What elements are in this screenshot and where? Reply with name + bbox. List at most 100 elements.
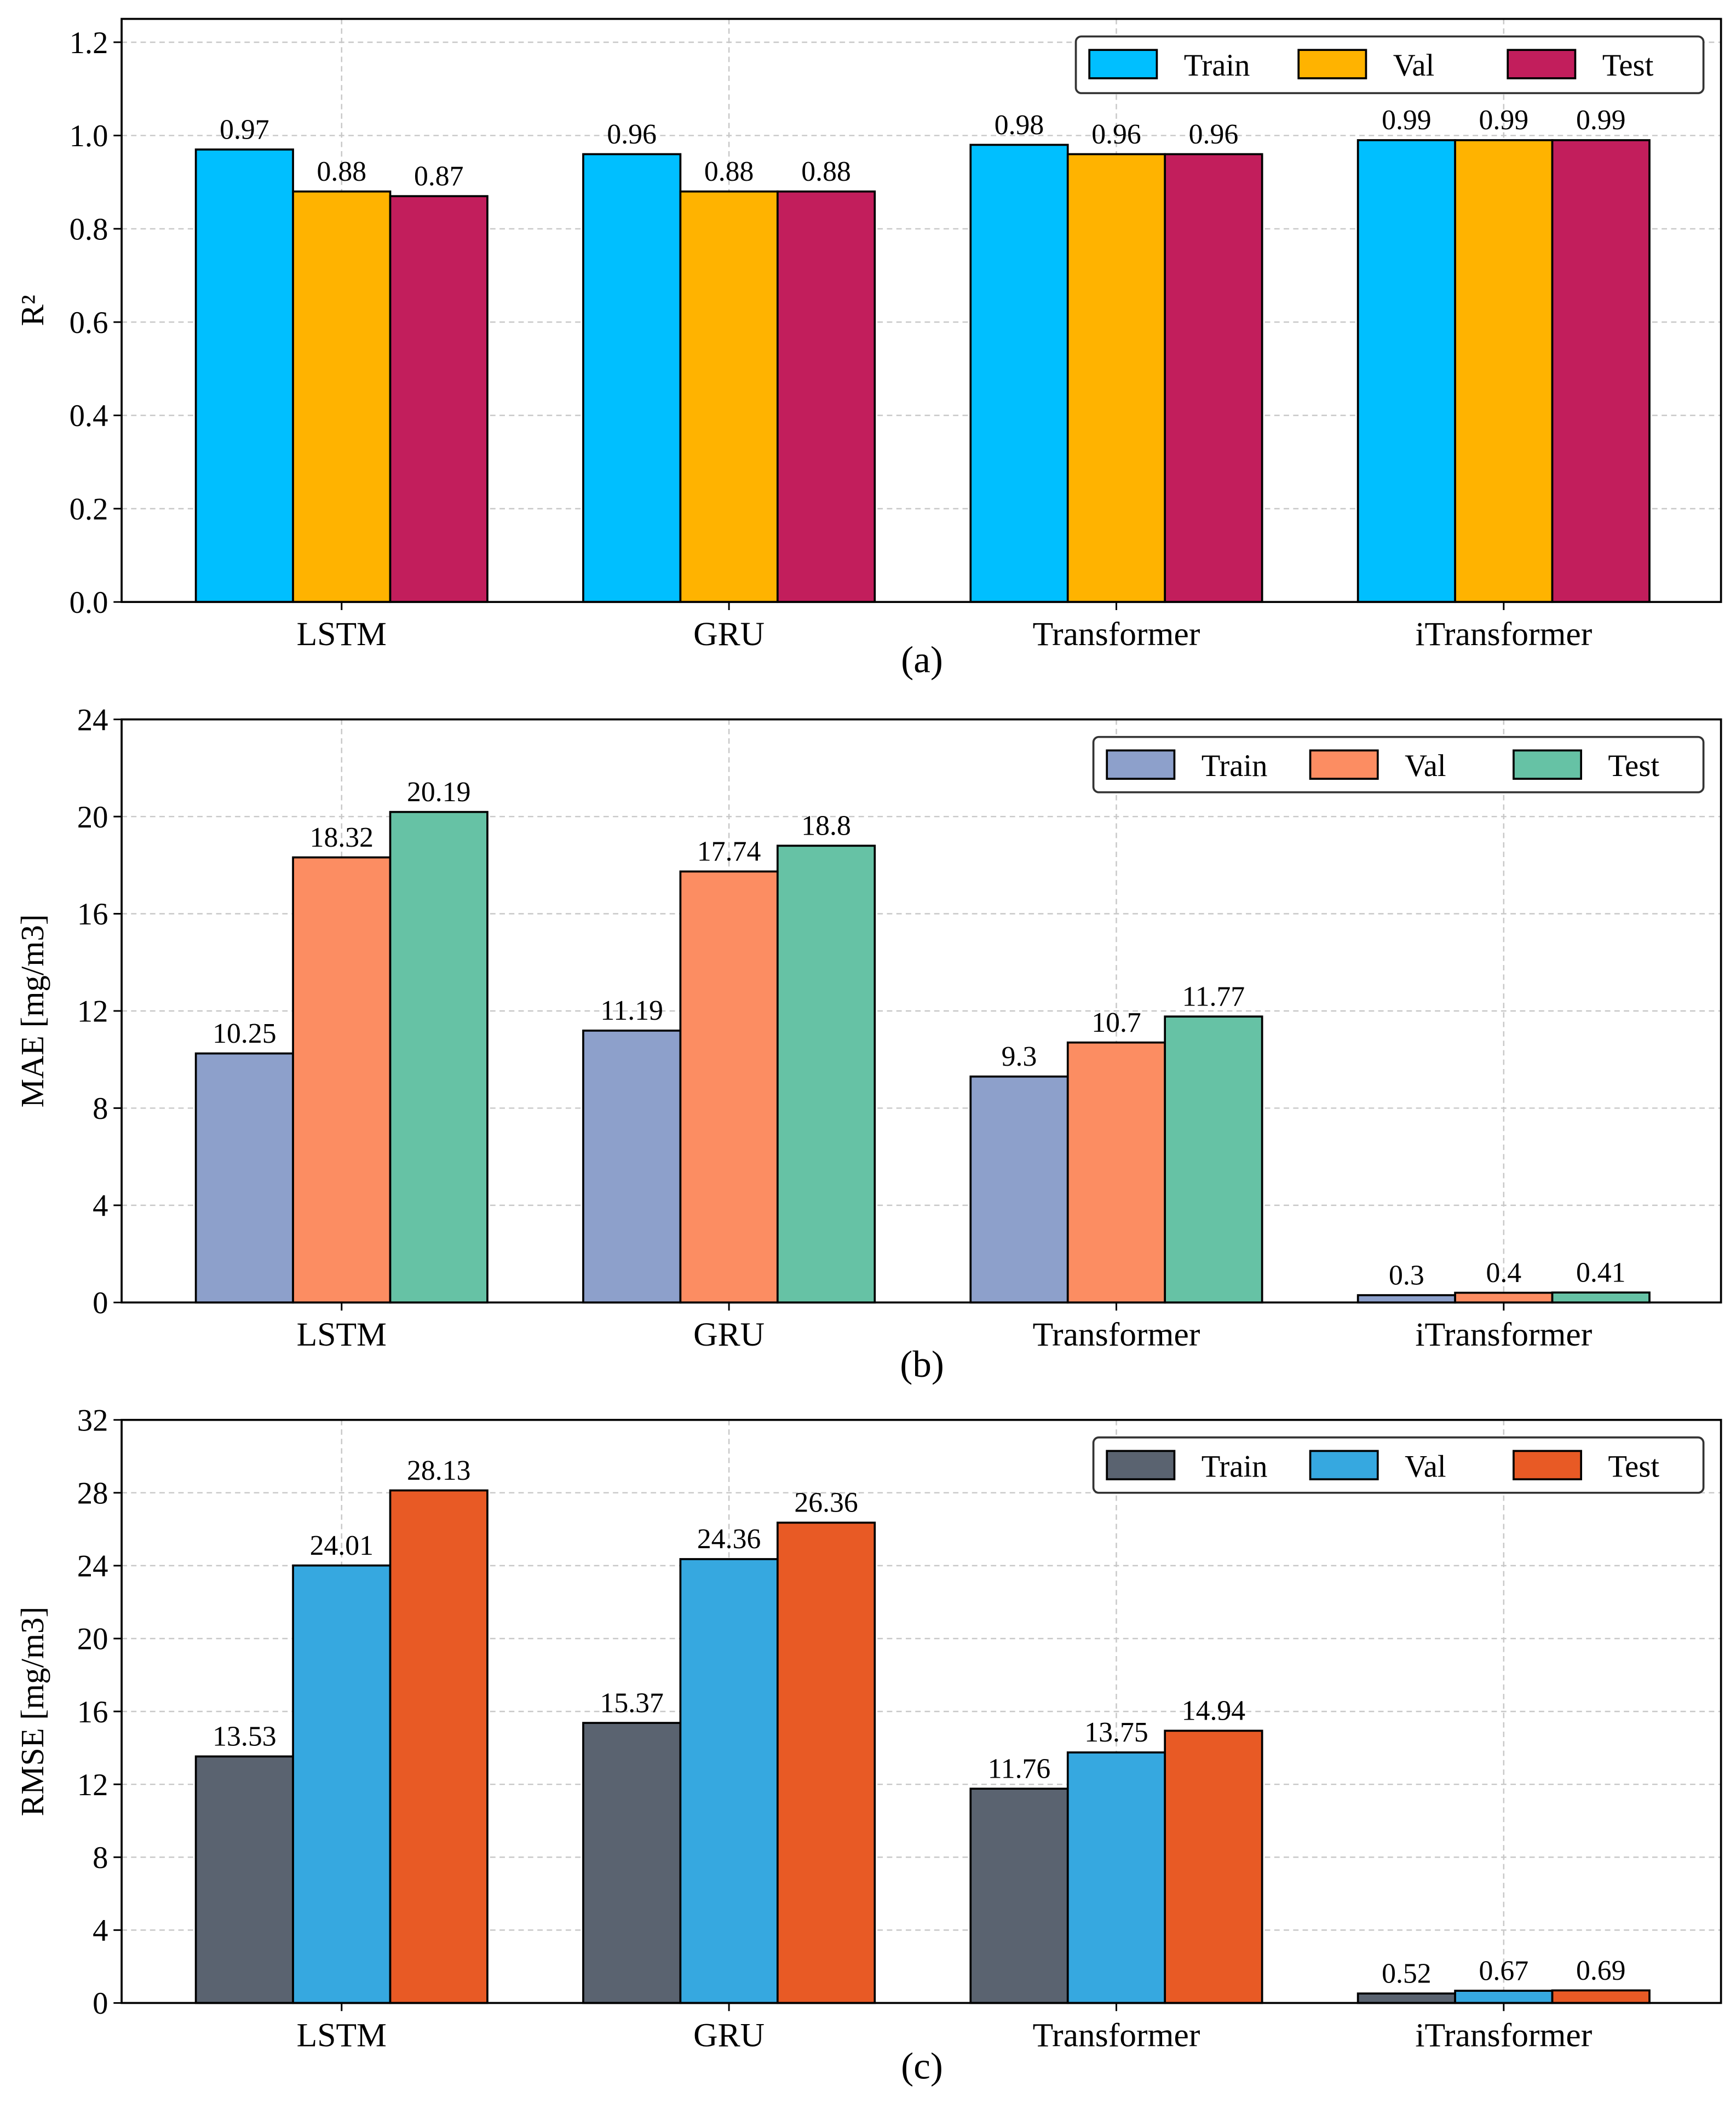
data-label: 10.7 (1091, 1007, 1141, 1038)
bar-test (777, 1521, 876, 2004)
bar-test (389, 1489, 488, 2004)
legend-label-train: Train (1184, 48, 1250, 83)
data-label: 24.36 (697, 1524, 761, 1555)
y-tick-label: 32 (77, 1403, 108, 1438)
legend-label-test: Test (1608, 1449, 1659, 1484)
bar-val (679, 870, 779, 1304)
bar-test (1164, 153, 1263, 604)
bar-val (1066, 1751, 1166, 2004)
y-tick-label: 1.0 (70, 119, 108, 153)
x-tick-label: Transformer (1033, 616, 1200, 653)
bar-test (389, 195, 488, 604)
legend-label-val: Val (1405, 749, 1446, 783)
data-label: 14.94 (1182, 1696, 1246, 1727)
data-label: 13.53 (212, 1721, 276, 1752)
x-tick-label: Transformer (1033, 2016, 1200, 2054)
data-label: 0.96 (1189, 119, 1239, 150)
data-label: 0.87 (414, 160, 464, 192)
x-tick-label: GRU (693, 1316, 764, 1353)
y-tick-label: 24 (77, 1549, 108, 1584)
data-label: 0.41 (1576, 1257, 1626, 1288)
legend-swatch-train (1106, 749, 1176, 780)
y-tick-label: 0 (93, 1986, 108, 2021)
x-tick-label: GRU (693, 616, 764, 653)
y-tick-label: 16 (77, 897, 108, 932)
bar-train (969, 1788, 1069, 2004)
data-label: 0.99 (1382, 105, 1432, 136)
x-tick-label: iTransformer (1415, 1316, 1592, 1353)
bar-train (1356, 1294, 1456, 1304)
y-tick-label: 0.6 (70, 306, 108, 340)
bar-train (969, 143, 1069, 604)
legend-label-val: Val (1393, 48, 1435, 83)
legend-swatch-val (1297, 49, 1367, 79)
legend-label-test: Test (1602, 48, 1654, 83)
data-label: 0.4 (1486, 1257, 1521, 1289)
legend-swatch-val (1309, 749, 1379, 780)
bar-test (1551, 1291, 1651, 1304)
chart-panel-b: 10.25 11.19 9.3 0.3 18.32 17.74 10.7 0.4 20.19 18… (14, 703, 1722, 1385)
data-label: 0.88 (704, 156, 754, 187)
bar-test (1164, 1729, 1263, 2004)
bar-test (389, 811, 488, 1304)
data-label: 0.88 (317, 156, 367, 187)
panel-label: (b) (900, 1343, 944, 1385)
legend-label-test: Test (1608, 749, 1659, 783)
legend-label-train: Train (1202, 1449, 1268, 1484)
bar-train (194, 148, 294, 604)
data-label: 11.76 (988, 1753, 1051, 1784)
y-tick-label: 0.0 (70, 585, 108, 620)
y-tick-label: 20 (77, 800, 108, 835)
y-tick-label: 8 (93, 1091, 108, 1126)
y-tick-label: 0 (93, 1286, 108, 1320)
y-tick-label: 12 (77, 1768, 108, 1802)
data-label: 18.8 (801, 811, 851, 842)
bar-val (1066, 1041, 1166, 1304)
legend-label-val: Val (1405, 1449, 1446, 1484)
bar-test (777, 844, 876, 1304)
data-label: 11.19 (600, 995, 663, 1026)
data-label: 11.77 (1182, 981, 1245, 1012)
bar-train (582, 1030, 682, 1304)
data-label: 13.75 (1084, 1717, 1148, 1748)
x-tick-label: LSTM (297, 1316, 387, 1353)
bar-train (194, 1052, 294, 1304)
y-tick-label: 0.4 (70, 399, 108, 433)
bar-val (292, 1564, 392, 2004)
bar-val (1454, 139, 1554, 604)
bar-test (1164, 1015, 1263, 1304)
bar-test (1551, 1989, 1651, 2004)
data-label: 26.36 (794, 1487, 858, 1519)
data-label: 24.01 (310, 1530, 373, 1561)
chart-panel-c: 13.53 15.37 11.76 0.52 24.01 24.36 13.75 0.67 28… (14, 1403, 1722, 2087)
data-label: 18.32 (310, 822, 373, 853)
legend-swatch-test (1507, 49, 1577, 79)
data-label: 0.69 (1576, 1955, 1626, 1986)
data-label: 0.99 (1479, 105, 1529, 136)
data-label: 0.97 (220, 114, 269, 145)
y-tick-label: 20 (77, 1622, 108, 1657)
data-label: 0.99 (1576, 105, 1626, 136)
data-label: 28.13 (407, 1455, 470, 1486)
data-label: 9.3 (1002, 1041, 1037, 1072)
data-label: 0.96 (607, 119, 657, 150)
bar-val (1454, 1990, 1554, 2004)
data-label: 15.37 (600, 1687, 663, 1719)
legend-swatch-test (1513, 749, 1582, 780)
bar-val (292, 856, 392, 1304)
legend-swatch-test (1513, 1450, 1582, 1481)
y-tick-label: 4 (93, 1913, 108, 1948)
legend-label-train: Train (1202, 749, 1268, 783)
x-tick-label: Transformer (1033, 1316, 1200, 1353)
legend-swatch-train (1106, 1450, 1176, 1481)
x-tick-label: LSTM (297, 616, 387, 653)
data-label: 0.98 (995, 110, 1044, 141)
bar-train (969, 1075, 1069, 1304)
y-axis-label: MAE [mg/m3] (14, 914, 50, 1107)
x-tick-label: iTransformer (1415, 2016, 1592, 2054)
y-tick-label: 8 (93, 1841, 108, 1875)
y-tick-label: 0.8 (70, 212, 108, 247)
data-label: 0.52 (1382, 1958, 1432, 1989)
data-label: 0.3 (1389, 1260, 1424, 1291)
